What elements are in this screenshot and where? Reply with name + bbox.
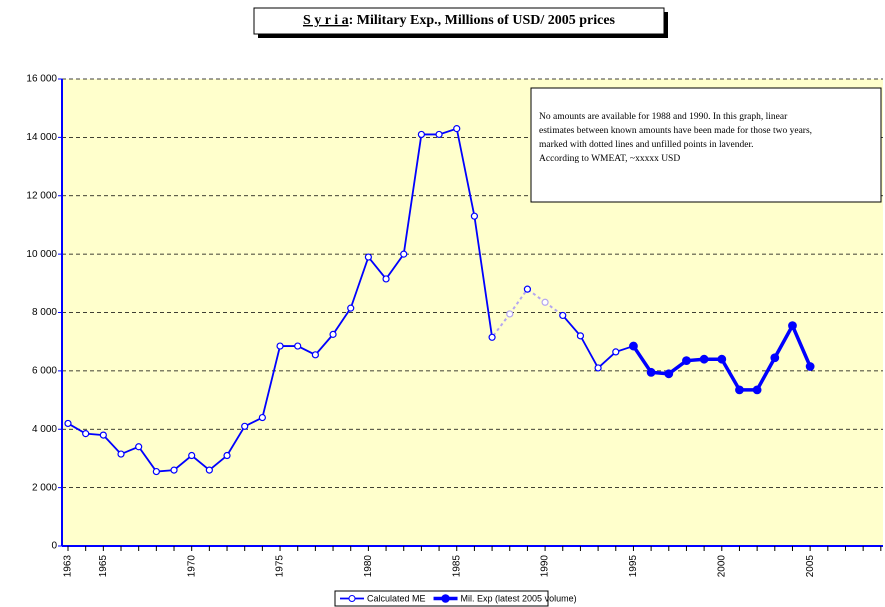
y-tick-label: 14 000 bbox=[26, 132, 57, 143]
annotation-text: marked with dotted lines and unfilled po… bbox=[539, 139, 754, 150]
annotation-text: No amounts are available for 1988 and 19… bbox=[539, 111, 788, 122]
y-tick-label: 4 000 bbox=[32, 424, 57, 435]
legend-marker bbox=[441, 594, 450, 603]
chart-title: S y r i a: Military Exp., Millions of US… bbox=[303, 13, 616, 28]
estimate-line bbox=[508, 288, 529, 315]
data-point bbox=[717, 354, 727, 364]
estimate-line bbox=[491, 313, 511, 338]
data-point bbox=[594, 364, 602, 372]
x-tick-label: 1975 bbox=[275, 555, 286, 578]
y-tick-label: 10 000 bbox=[26, 249, 57, 260]
data-point bbox=[152, 467, 160, 476]
data-point bbox=[435, 130, 443, 139]
data-point bbox=[170, 466, 178, 474]
data-point bbox=[188, 451, 196, 460]
data-point bbox=[612, 348, 620, 356]
data-point bbox=[576, 332, 585, 340]
y-tick-label: 0 bbox=[51, 541, 57, 552]
data-point bbox=[664, 369, 674, 379]
data-point bbox=[311, 351, 319, 359]
x-tick-label: 1980 bbox=[363, 555, 374, 578]
y-tick-label: 8 000 bbox=[32, 307, 57, 318]
data-point bbox=[276, 342, 284, 350]
data-point bbox=[347, 304, 355, 312]
data-point bbox=[241, 422, 249, 430]
annotation-text: According to WMEAT, ~xxxxx USD bbox=[539, 154, 680, 164]
legend-marker bbox=[348, 595, 356, 602]
data-point bbox=[559, 311, 567, 320]
x-tick-label: 1963 bbox=[63, 555, 74, 578]
data-point bbox=[646, 367, 656, 377]
y-tick-label: 6 000 bbox=[32, 366, 57, 377]
estimate-line bbox=[544, 301, 564, 317]
x-tick-label: 1995 bbox=[628, 555, 639, 578]
data-point bbox=[400, 250, 408, 258]
data-point bbox=[735, 385, 744, 395]
data-point bbox=[699, 354, 709, 364]
x-tick-label: 1990 bbox=[540, 555, 551, 578]
data-point bbox=[99, 431, 107, 439]
legend-label: Calculated ME bbox=[367, 593, 426, 603]
data-point bbox=[117, 450, 125, 458]
data-point bbox=[64, 419, 72, 428]
data-point bbox=[382, 275, 390, 283]
data-point bbox=[788, 321, 797, 331]
legend-label: Mil. Exp (latest 2005 volume) bbox=[461, 593, 577, 603]
x-tick-label: 2000 bbox=[716, 555, 727, 578]
data-point bbox=[488, 333, 496, 341]
data-point bbox=[417, 130, 425, 139]
y-tick-label: 12 000 bbox=[26, 190, 57, 201]
data-point bbox=[770, 353, 780, 363]
data-point bbox=[364, 253, 372, 261]
annotation-text: estimates between known amounts have bee… bbox=[539, 125, 812, 136]
data-point bbox=[752, 385, 762, 395]
estimate-line bbox=[526, 288, 546, 304]
title-text: : Military Exp., Millions of USD/ 2005 p… bbox=[349, 13, 616, 28]
data-point bbox=[135, 443, 143, 451]
data-point bbox=[223, 451, 231, 460]
data-point bbox=[329, 330, 337, 338]
x-tick-label: 1965 bbox=[98, 555, 109, 578]
data-point bbox=[682, 356, 691, 366]
data-point bbox=[453, 125, 461, 133]
data-point bbox=[805, 362, 815, 371]
data-point bbox=[470, 212, 479, 220]
estimate-point bbox=[506, 310, 514, 318]
y-tick-label: 16 000 bbox=[26, 74, 57, 85]
x-tick-label: 1970 bbox=[186, 555, 197, 578]
y-tick-label: 2 000 bbox=[32, 482, 57, 493]
data-point bbox=[205, 466, 213, 474]
data-point bbox=[523, 285, 532, 293]
annotation-box bbox=[530, 87, 882, 203]
x-tick-label: 2005 bbox=[805, 555, 816, 578]
data-point bbox=[82, 430, 90, 438]
data-point bbox=[258, 413, 266, 422]
title-country: S y r i a bbox=[303, 13, 349, 28]
title-box bbox=[253, 7, 665, 35]
data-point bbox=[294, 342, 302, 350]
estimate-point bbox=[541, 298, 549, 306]
data-point bbox=[629, 341, 638, 351]
x-tick-label: 1985 bbox=[451, 555, 462, 578]
